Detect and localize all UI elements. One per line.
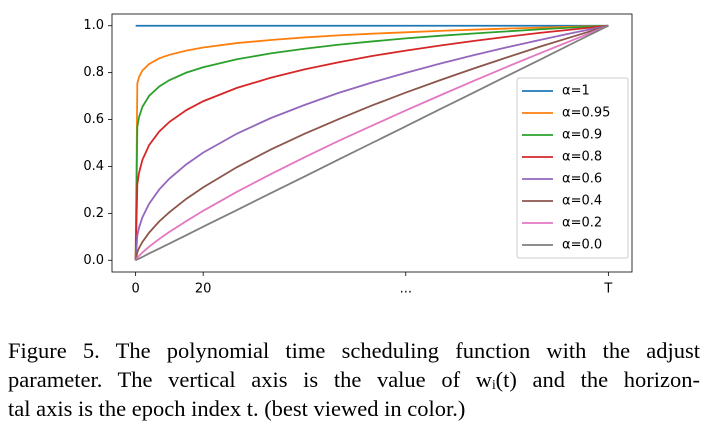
line <box>134 24 609 261</box>
line <box>135 24 609 262</box>
legend-label: α=0.2 <box>562 216 602 231</box>
chart: 0.0 0.2 0.4 0.6 0.8 1.0 0 20... Tα=1 α=0.95 α=0.9 α… <box>83 13 633 297</box>
legend-box <box>516 77 629 259</box>
x-tick-label: ... <box>400 282 412 297</box>
x-tick-label: T <box>603 282 612 297</box>
caption-line: Figure 5. The polynomial time scheduling… <box>8 338 700 363</box>
axes-frame <box>111 13 633 273</box>
legend-label: α=0.0 <box>562 238 602 253</box>
legend-label: α=0.8 <box>562 150 602 165</box>
caption: Figure 5. The polynomial time scheduling… <box>8 336 700 423</box>
legend-label: α=0.6 <box>562 172 602 187</box>
x-tick-label: 0 <box>131 282 139 297</box>
y-tick-label: 0.2 <box>83 206 104 221</box>
line <box>134 24 609 261</box>
line <box>134 24 609 261</box>
y-tick-label: 0.8 <box>83 65 104 80</box>
line <box>134 24 609 261</box>
caption-line: tal axis is the epoch index t. (best vie… <box>8 396 466 421</box>
line <box>134 24 609 261</box>
y-tick-label: 0.0 <box>83 253 104 268</box>
y-tick-label: 0.4 <box>83 159 104 174</box>
line <box>134 24 609 261</box>
caption-line: parameter. The vertical axis is the valu… <box>8 367 700 392</box>
legend-label: α=1 <box>562 84 590 99</box>
legend-label: α=0.9 <box>562 128 602 143</box>
y-tick-label: 0.6 <box>83 112 104 127</box>
y-tick-label: 1.0 <box>83 18 104 33</box>
legend-label: α=0.4 <box>562 194 602 209</box>
x-tick-label: 20 <box>195 282 212 297</box>
legend-label: α=0.95 <box>562 106 610 121</box>
